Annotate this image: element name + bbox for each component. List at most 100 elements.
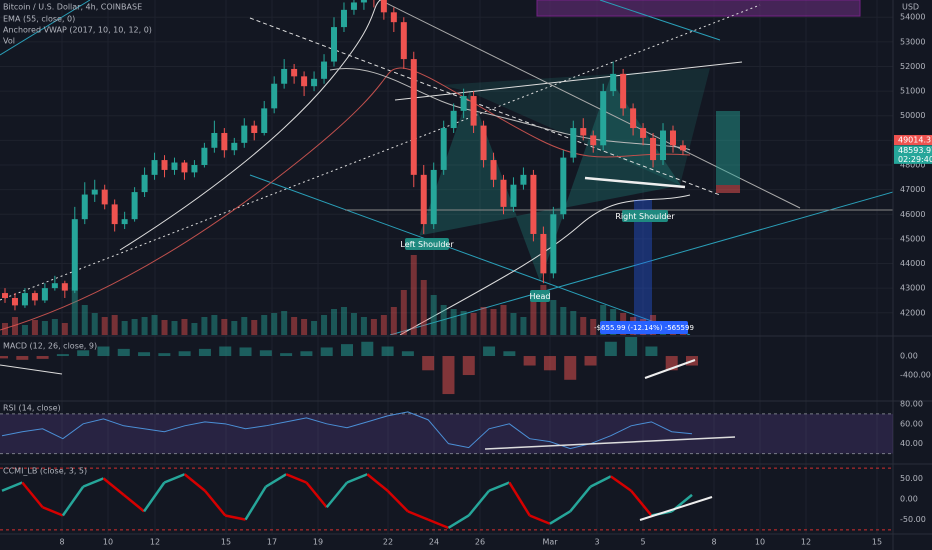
volume-bar: [201, 317, 208, 335]
trendline: [0, 0, 91, 56]
candle-body: [360, 0, 367, 3]
volume-bar: [420, 280, 427, 335]
volume-bar: [450, 309, 457, 335]
volume-bar: [390, 307, 397, 335]
price-tick-label: 47000: [900, 185, 925, 194]
time-tick-label: 10: [103, 538, 113, 547]
time-tick-label: 5: [640, 538, 645, 547]
candle-body: [31, 293, 38, 301]
candle-body: [91, 189, 98, 195]
divergence-line: [644, 359, 696, 379]
long-target: [716, 111, 740, 185]
candle-body: [81, 194, 88, 220]
volume-bar: [340, 307, 347, 335]
volume-bar: [380, 315, 387, 335]
candle-body: [400, 22, 407, 60]
long-stop: [716, 185, 740, 193]
volume-bar: [400, 290, 407, 335]
candle-body: [470, 96, 477, 126]
volume-bar: [191, 323, 198, 335]
volume-bar: [490, 309, 497, 335]
candle-body: [121, 219, 128, 225]
candle-body: [141, 174, 148, 193]
volume-bar: [470, 313, 477, 335]
time-tick-label: 8: [711, 538, 716, 547]
ccmi-segment: [325, 481, 348, 509]
price-tick-label: 54000: [900, 13, 925, 22]
candle-body: [251, 125, 258, 133]
candle-body: [580, 128, 587, 136]
indicator-tick-label: 60.00: [900, 419, 923, 428]
ccmi-title: CCMI_LB (close, 3, 5): [3, 467, 87, 476]
trendline: [389, 191, 893, 335]
countdown: 02:29:40: [898, 155, 932, 164]
ccmi-segment: [1, 481, 23, 492]
volume-bar: [2, 323, 8, 335]
divergence-line: [639, 496, 713, 521]
candle-body: [261, 108, 268, 133]
ccmi-segment: [407, 510, 429, 521]
macd-histogram-bar: [361, 341, 374, 357]
volume-bar: [370, 319, 377, 335]
candle-body: [530, 174, 537, 234]
macd-histogram-bar: [0, 356, 8, 359]
macd-histogram-bar: [422, 356, 435, 371]
drawings: [0, 0, 893, 335]
candle-body: [520, 174, 527, 185]
candle-body: [480, 125, 487, 161]
volume-bar: [211, 315, 218, 335]
ccmi-segment: [143, 481, 166, 513]
volume-bar: [171, 321, 178, 335]
volume-bar: [281, 311, 288, 335]
candle-body: [679, 145, 686, 151]
volume-bar: [21, 325, 28, 335]
indicator-tick-label: 50.00: [900, 474, 923, 483]
candle-body: [450, 110, 457, 129]
ccmi-segment: [244, 485, 267, 521]
volume-bar: [570, 311, 577, 335]
ccmi-segment: [183, 473, 206, 492]
macd-histogram-bar: [381, 346, 394, 357]
volume-bar: [550, 300, 557, 335]
ccmi-segment: [265, 473, 287, 488]
candle-body: [241, 125, 248, 143]
divergence-line: [484, 436, 736, 450]
trendline: [0, 4, 761, 301]
label-box: [405, 238, 449, 250]
time-tick-label: 12: [801, 538, 811, 547]
volume-bar: [480, 307, 487, 335]
ccmi-segment: [467, 489, 491, 517]
macd-histogram-bar: [401, 351, 414, 357]
grid: [0, 0, 893, 534]
macd-histogram-bar: [320, 347, 333, 357]
time-tick-label: 10: [755, 538, 765, 547]
symbol-title: Bitcoin / U.S. Dollar, 4h, COINBASE: [3, 3, 142, 12]
macd-histogram-bar: [584, 356, 597, 366]
ccmi-segment: [549, 510, 571, 525]
ccmi-segment: [569, 485, 592, 513]
price-tag: [894, 135, 932, 146]
legend: Bitcoin / U.S. Dollar, 4h, COINBASE EMA …: [3, 3, 919, 476]
volume-bar: [590, 319, 597, 335]
volume-bar: [560, 307, 567, 335]
macd-histogram-bar: [97, 346, 110, 357]
ccmi-segment: [224, 514, 246, 521]
price-tick-label: 43000: [900, 284, 925, 293]
label-box: [622, 210, 668, 222]
price-tick-label: 52000: [900, 62, 925, 71]
candle-body: [161, 160, 168, 170]
ccmi-segment: [589, 475, 612, 488]
candle-body: [610, 73, 617, 92]
ccmi-segment: [447, 514, 470, 529]
candle-body: [550, 214, 557, 274]
macd-histogram-bar: [77, 350, 90, 357]
price-tick-label: 45000: [900, 234, 925, 243]
candle-body: [570, 128, 577, 158]
candle-body: [271, 83, 278, 109]
candle-body: [410, 59, 417, 175]
right-shoulder-label: Right Shoulder: [615, 212, 675, 221]
ccmi-segment: [366, 473, 389, 492]
macd-histogram-bar: [300, 351, 313, 357]
candle-body: [281, 68, 288, 84]
